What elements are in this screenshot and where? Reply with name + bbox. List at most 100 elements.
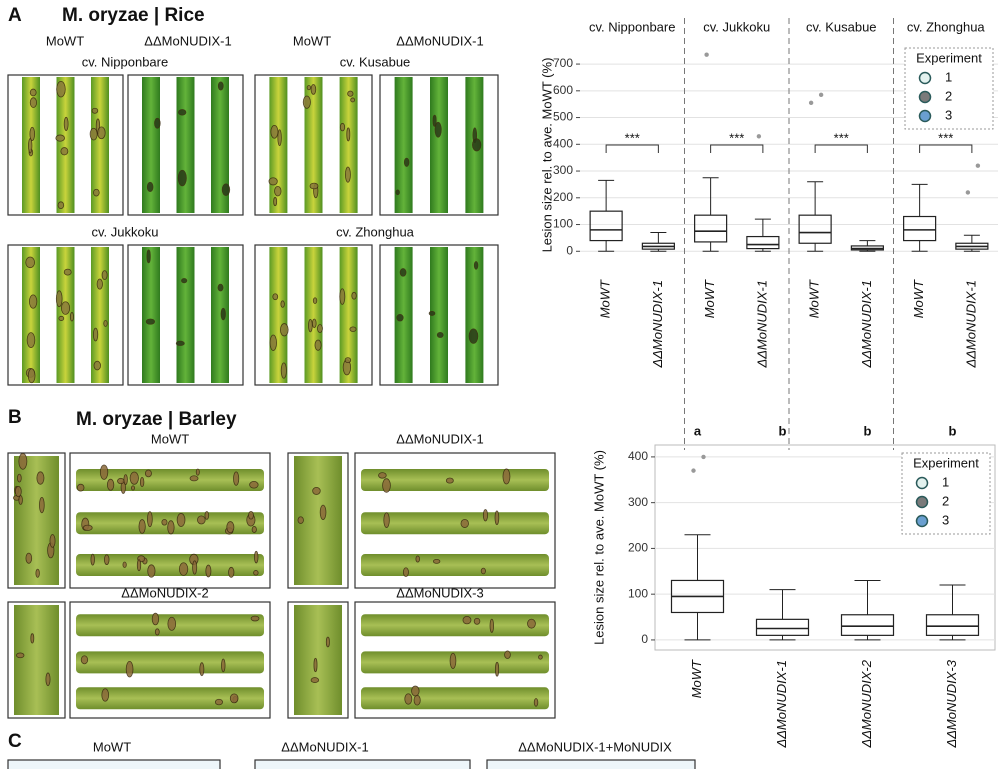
legend-swatch [918, 109, 932, 123]
panel-letter: A [8, 5, 22, 26]
significance-bracket [710, 144, 764, 153]
lesion [495, 661, 500, 677]
lesion [449, 652, 457, 669]
outlier [704, 52, 709, 57]
strain-label: ΔΔMoNUDIX-1 [396, 33, 483, 48]
lesion [167, 520, 175, 535]
x-tick-label: MoWT [689, 659, 704, 698]
leaf [14, 605, 59, 715]
whisker-high [939, 584, 966, 615]
strain-label: MoWT [93, 739, 131, 754]
lesion [489, 618, 495, 633]
lesion [221, 658, 226, 673]
lesion [27, 368, 36, 384]
lesion [17, 473, 22, 483]
lesion [69, 312, 74, 322]
lesion [269, 334, 277, 351]
lesion [268, 177, 278, 186]
lesion [101, 688, 110, 702]
y-tick-label: 0 [566, 243, 573, 257]
legend-label: 2 [942, 493, 949, 508]
lesion [339, 122, 346, 132]
lesion [122, 561, 127, 568]
lesion [103, 554, 110, 566]
lesion [280, 323, 289, 337]
x-tick-label: ΔΔMoNUDIX-1 [859, 280, 874, 369]
lesion [89, 127, 98, 141]
whisker-low [854, 635, 881, 641]
leaf [294, 605, 342, 715]
lesion [197, 515, 206, 525]
y-tick-label: 400 [628, 449, 648, 463]
lesion [29, 97, 37, 108]
lesion [270, 124, 279, 139]
lesion [399, 268, 407, 277]
lesion [339, 288, 346, 305]
leaf [361, 469, 549, 491]
lesion [123, 474, 128, 485]
lesion [395, 189, 400, 196]
y-axis-label: Lesion size rel. to ave. MoWT (%) [591, 450, 606, 645]
leaf [142, 77, 160, 213]
facet-label: cv. Kusabue [806, 19, 877, 34]
cultivar-label: cv. Kusabue [340, 54, 411, 69]
lesion [460, 518, 469, 528]
lesion [226, 521, 235, 534]
lesion [445, 477, 454, 484]
lesion [60, 301, 71, 315]
legend-label: 3 [942, 512, 949, 527]
lesion [308, 318, 313, 333]
panel-letter: C [8, 731, 22, 752]
lesion [189, 475, 199, 482]
lesion [312, 318, 317, 329]
lesion [217, 81, 224, 91]
y-tick-label: 0 [641, 632, 648, 646]
significance-stars: *** [729, 130, 744, 145]
cultivar-label: cv. Jukkoku [92, 224, 159, 239]
lesion [35, 568, 40, 578]
cultivar-label: cv. Nipponbare [82, 54, 168, 69]
strain-label: ΔΔMoNUDIX-1 [396, 431, 483, 446]
x-tick-label: ΔΔMoNUDIX-1 [754, 280, 769, 369]
leaf [76, 554, 264, 577]
lesion [482, 509, 488, 522]
legend-swatch [918, 90, 932, 104]
whisker-low [769, 635, 796, 641]
lesion [302, 95, 311, 109]
significance-stars: *** [834, 130, 849, 145]
lesion [99, 464, 109, 480]
leaf [394, 247, 413, 383]
significance-letter: a [694, 423, 702, 438]
lesion [349, 326, 357, 332]
strain-label: MoWT [151, 431, 189, 446]
leaf [142, 247, 160, 383]
lesion [49, 534, 56, 548]
significance-stars: *** [938, 130, 953, 145]
lesion [131, 485, 135, 491]
lesion [204, 511, 210, 520]
strain-label: ΔΔMoNUDIX-1 [144, 33, 231, 48]
lesion [167, 616, 177, 631]
lesion [146, 249, 151, 264]
panel-title: M. oryzae | Rice [62, 5, 205, 26]
whisker-low [684, 612, 711, 641]
lesion [378, 472, 387, 479]
leaf [76, 651, 264, 674]
lesion [25, 552, 33, 564]
lesion [220, 307, 226, 321]
box [840, 614, 895, 636]
box [694, 214, 728, 243]
lesion [56, 80, 66, 98]
lesion [76, 483, 85, 492]
leaf [465, 247, 484, 383]
lesion [101, 270, 108, 281]
outlier [691, 468, 696, 473]
lesion [248, 510, 254, 520]
box [746, 235, 780, 250]
whisker-low [807, 243, 824, 252]
lesion [145, 318, 155, 325]
lesion [312, 486, 321, 495]
facet-label: cv. Jukkoku [703, 19, 770, 34]
whisker-high [769, 589, 796, 620]
